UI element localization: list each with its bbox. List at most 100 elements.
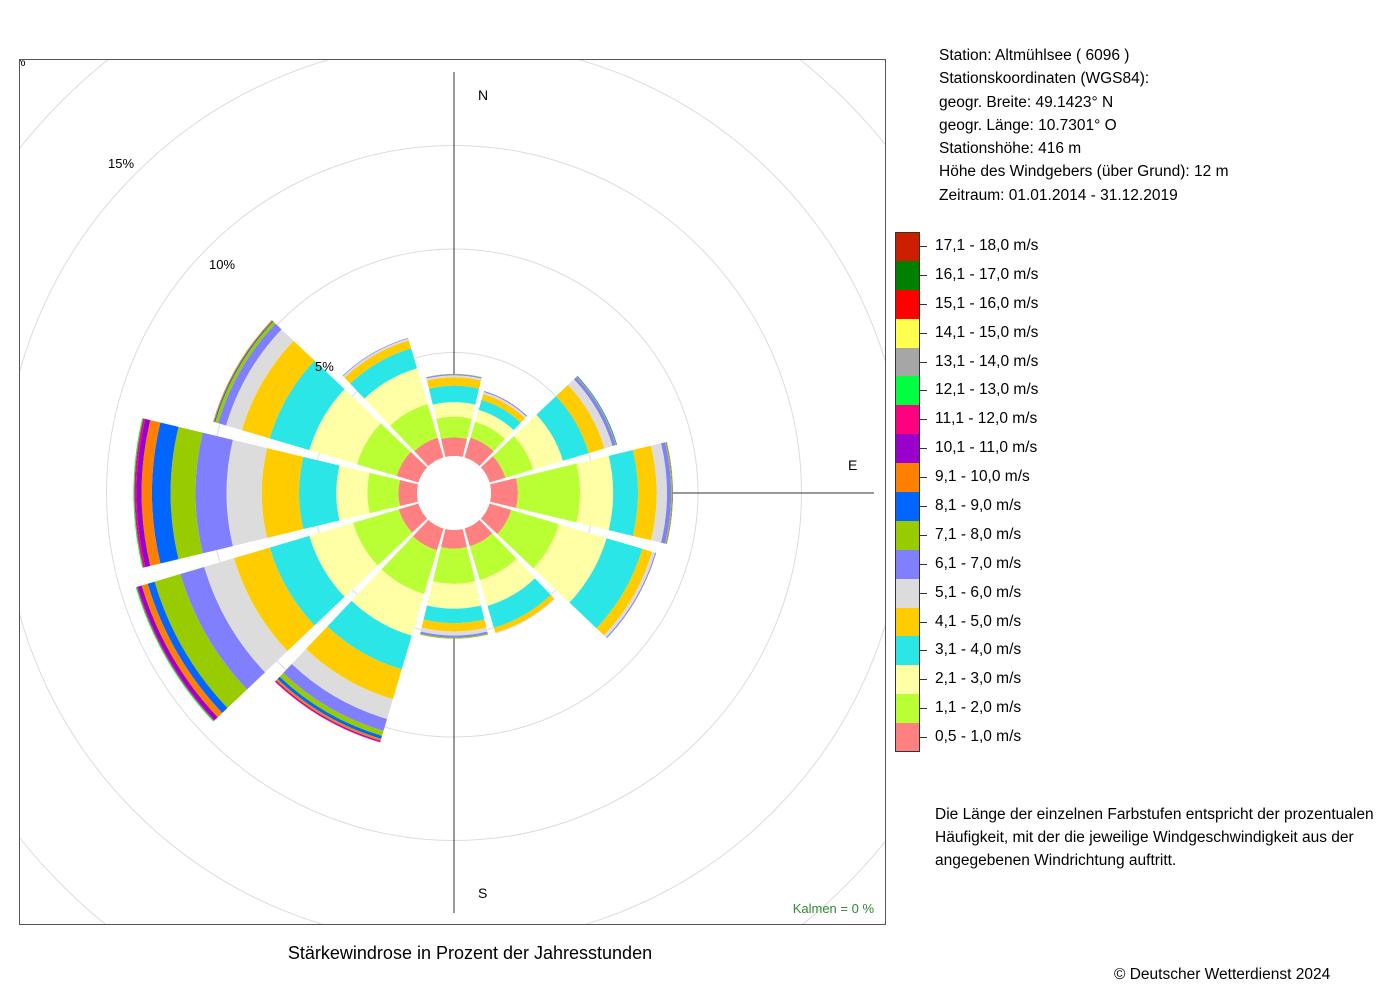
ring-label-5: 5% [315, 359, 334, 374]
windrose-plot-frame: N E S 5% 10% 15% % Kalmen = 0 % [19, 59, 886, 925]
windrose-chart: N E S 5% 10% 15% % Kalmen = 0 % [20, 60, 885, 924]
sector-210-class-1 [381, 536, 438, 594]
legend-label: 0,5 - 1,0 m/s [935, 728, 1022, 746]
legend-tick [920, 563, 927, 565]
sector-180 [419, 528, 489, 639]
sector-180-class-1 [432, 547, 476, 584]
sector-0-class-1 [436, 416, 472, 439]
legend-label: 17,1 - 18,0 m/s [935, 237, 1039, 254]
sector-180-class-2 [427, 581, 481, 609]
legend-label: 2,1 - 3,0 m/s [935, 670, 1022, 688]
legend-swatch [895, 434, 920, 464]
sector-330-class-5 [343, 338, 409, 378]
legend-swatch [895, 492, 920, 521]
sector-210-class-0 [412, 519, 444, 551]
legend-swatch [895, 607, 920, 637]
sector-120-class-5 [603, 551, 656, 638]
sector-150-class-4 [493, 594, 555, 633]
sector-240 [135, 503, 428, 722]
sector-60-class-4 [555, 384, 605, 454]
sector-300-class-5 [226, 329, 294, 431]
sector-270-class-11 [134, 418, 146, 568]
legend-swatch [895, 665, 920, 695]
legend-swatch [895, 260, 920, 290]
sector-150-class-2 [479, 558, 536, 606]
legend-label: 13,1 - 14,0 m/s [935, 352, 1039, 370]
sector-210 [274, 519, 444, 743]
legend-swatch [895, 694, 920, 724]
sector-300-class-0 [396, 451, 428, 483]
legend-swatch [895, 636, 920, 666]
sector-270-class-1 [367, 472, 400, 514]
note-line-1: Die Länge der einzelnen Farbstufen entsp… [935, 806, 1374, 823]
sector-210-class-5 [291, 648, 393, 720]
sector-60-class-3 [536, 396, 589, 461]
sector-210-class-2 [351, 569, 425, 636]
legend-swatch [895, 463, 920, 493]
wind-sectors [133, 320, 673, 743]
sector-270-class-8 [152, 422, 179, 564]
legend-label: 9,1 - 10,0 m/s [935, 468, 1030, 486]
direction-label-n: N [478, 87, 488, 103]
sector-30-class-0 [464, 437, 494, 467]
sector-300 [213, 320, 428, 483]
legend-label: 10,1 - 11,0 m/s [935, 439, 1038, 457]
sector-240-class-5 [204, 558, 288, 673]
sector-210-class-8 [277, 676, 383, 739]
legend-swatch [895, 347, 920, 377]
legend-label: 12,1 - 13,0 m/s [935, 381, 1039, 399]
sector-300-class-7 [215, 321, 276, 424]
legend-swatch [895, 723, 920, 753]
sector-180-class-4 [421, 619, 487, 632]
sector-0-class-6 [426, 374, 482, 379]
sector-60-class-6 [573, 377, 616, 447]
legend-tick [920, 390, 927, 392]
legend-label: 1,1 - 2,0 m/s [935, 699, 1022, 717]
sector-330-class-2 [364, 368, 428, 426]
sector-30-class-5 [483, 392, 527, 419]
legend-swatch [895, 405, 920, 435]
calm-center-circle [417, 456, 491, 530]
sector-0-class-5 [426, 375, 482, 381]
sector-300-class-1 [357, 423, 411, 477]
legend-tick [920, 650, 927, 652]
legend-tick [920, 303, 927, 305]
legend-label: 16,1 - 17,0 m/s [935, 265, 1039, 283]
sector-90-class-8 [666, 441, 673, 545]
sector-60-class-5 [567, 379, 613, 449]
sector-30-class-1 [470, 421, 506, 452]
legend-tick [920, 592, 927, 594]
sector-150-class-0 [464, 519, 493, 547]
legend-tick [920, 246, 927, 247]
sector-60-class-1 [492, 436, 534, 478]
station-coords-heading: Stationskoordinaten (WGS84): [939, 70, 1150, 88]
ring-label-10: 10% [209, 257, 235, 272]
sector-300-class-3 [269, 360, 345, 451]
sector-180-class-7 [419, 633, 489, 639]
sector-240-class-8 [147, 581, 228, 713]
sector-120-class-1 [497, 509, 559, 569]
sector-90-class-3 [608, 450, 638, 536]
anemometer-height: Höhe des Windgebers (über Grund): 12 m [939, 163, 1229, 181]
sector-180-class-0 [441, 528, 467, 549]
sector-30-class-3 [478, 399, 521, 431]
sector-180-class-5 [420, 627, 488, 636]
sector-60-class-2 [513, 414, 563, 470]
legend-label: 7,1 - 8,0 m/s [935, 525, 1022, 543]
sector-120-class-4 [596, 548, 653, 636]
sector-270-class-3 [299, 456, 340, 530]
sector-60-class-0 [480, 456, 506, 483]
sector-60 [480, 375, 618, 483]
legend-label: 8,1 - 9,0 m/s [935, 497, 1022, 515]
legend-label: 4,1 - 5,0 m/s [935, 612, 1022, 630]
legend-tick [920, 419, 927, 421]
sector-270-class-12 [133, 418, 144, 568]
station-latitude: geogr. Breite: 49.1423° N [939, 93, 1114, 111]
station-name: Station: Altmühlsee ( 6096 ) [939, 47, 1130, 64]
sector-210-class-7 [279, 672, 384, 736]
direction-label-e: E [848, 457, 857, 473]
sector-240-class-1 [353, 509, 413, 566]
sector-210-class-4 [305, 626, 402, 700]
legend-swatch [895, 289, 920, 319]
sector-330 [342, 337, 444, 467]
